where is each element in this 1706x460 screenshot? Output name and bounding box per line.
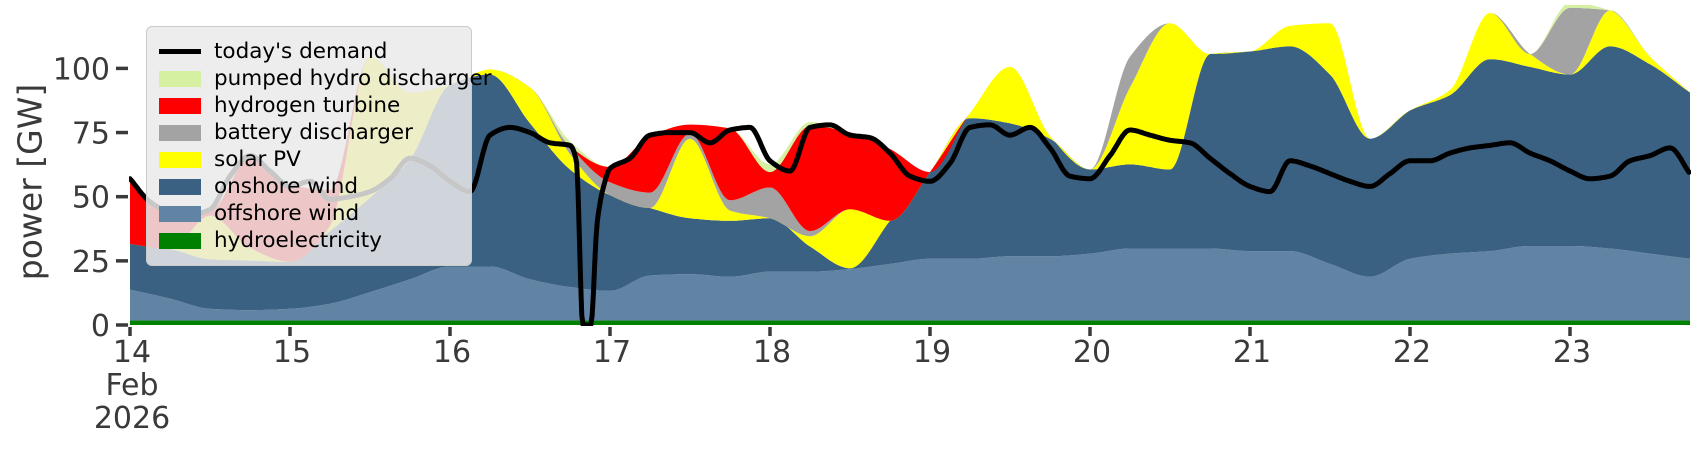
y-axis-label: power [GW]: [10, 83, 50, 281]
x-tick-label: 17: [593, 335, 631, 370]
legend-label: pumped hydro discharger: [214, 66, 492, 91]
x-tick-label: 14: [113, 335, 151, 370]
legend-label: today's demand: [214, 39, 388, 64]
area-hydroelectricity: [130, 320, 1690, 325]
legend-patch-swatch: [159, 124, 201, 141]
legend-line-swatch: [159, 49, 201, 54]
x-tick-label: 23: [1553, 335, 1591, 370]
x-tick-label: 19: [913, 335, 951, 370]
legend-patch-swatch: [159, 178, 201, 195]
legend-label: hydroelectricity: [214, 228, 382, 253]
legend-label: battery discharger: [214, 120, 413, 145]
area-offshore-wind: [130, 246, 1690, 321]
y-axis: 0 25 50 75 100: [53, 52, 128, 344]
x-tick-label: 15: [273, 335, 311, 370]
legend-patch-swatch: [159, 70, 201, 87]
x-tick-label: 21: [1233, 335, 1271, 370]
legend-patch-swatch: [159, 97, 201, 114]
x-axis-sublabel: 2026: [94, 401, 170, 436]
legend-patch-swatch: [159, 232, 201, 249]
legend-label: solar PV: [214, 147, 301, 172]
x-axis-sublabel: Feb: [105, 368, 158, 403]
legend-item-hydrogen-turbine: hydrogen turbine: [159, 92, 459, 119]
legend-item-today-s-demand: today's demand: [159, 38, 459, 65]
y-tick-label: 25: [72, 245, 110, 280]
legend-item-battery-discharger: battery discharger: [159, 119, 459, 146]
legend-patch-swatch: [159, 151, 201, 168]
x-tick-label: 18: [753, 335, 791, 370]
y-tick-label: 100: [53, 52, 110, 87]
y-tick-label: 0: [91, 309, 110, 344]
x-tick-label: 22: [1393, 335, 1431, 370]
legend-label: offshore wind: [214, 201, 360, 226]
legend-item-hydroelectricity: hydroelectricity: [159, 227, 459, 254]
legend-label: hydrogen turbine: [214, 93, 401, 118]
legend-patch-swatch: [159, 205, 201, 222]
legend-item-offshore-wind: offshore wind: [159, 200, 459, 227]
legend: today's demand pumped hydro discharger hyd…: [146, 26, 492, 266]
legend-label: onshore wind: [214, 174, 359, 199]
y-tick-label: 50: [72, 181, 110, 216]
area-onshore-wind: [130, 46, 1690, 311]
y-tick-label: 75: [72, 117, 110, 152]
legend-item-pumped-hydro-discharger: pumped hydro discharger: [159, 65, 492, 92]
legend-item-solar-pv: solar PV: [159, 146, 459, 173]
x-tick-label: 20: [1073, 335, 1111, 370]
legend-item-onshore-wind: onshore wind: [159, 173, 459, 200]
x-tick-label: 16: [433, 335, 471, 370]
